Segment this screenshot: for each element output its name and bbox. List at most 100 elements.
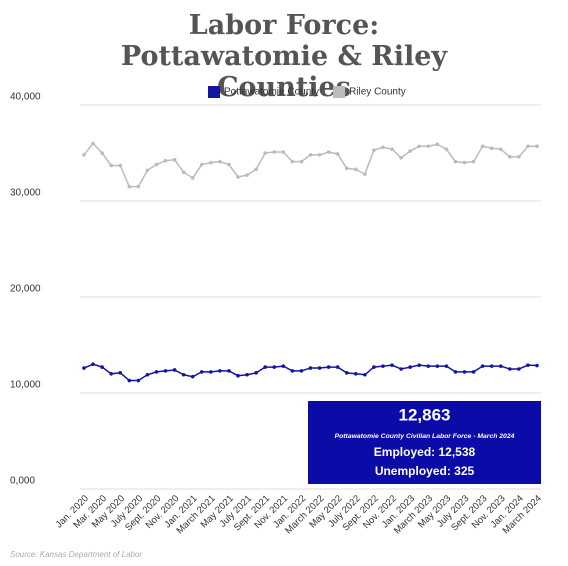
data-point <box>480 364 485 368</box>
data-point <box>154 162 159 167</box>
data-point <box>136 184 141 189</box>
data-point <box>109 372 113 376</box>
data-point <box>91 141 95 146</box>
data-point <box>526 363 530 367</box>
data-point <box>281 150 286 154</box>
legend-label: Riley County <box>349 87 406 98</box>
data-point <box>308 153 313 157</box>
y-tick-label: 10,000 <box>10 380 41 391</box>
data-point <box>408 365 412 369</box>
data-point <box>354 167 358 172</box>
data-point <box>363 172 367 176</box>
data-point <box>489 364 494 368</box>
data-point <box>453 159 458 164</box>
y-tick-label: 30,000 <box>10 188 41 199</box>
data-point <box>435 142 440 147</box>
data-point <box>480 144 485 149</box>
data-point <box>272 150 277 154</box>
y-tick-label: 20,000 <box>10 284 41 295</box>
data-point <box>471 370 476 374</box>
data-point <box>245 372 249 377</box>
annotation-employed: Employed: 12,538 <box>374 445 476 459</box>
data-point <box>218 159 222 164</box>
data-point <box>417 144 422 149</box>
data-point <box>381 145 385 150</box>
data-point <box>335 365 340 369</box>
data-point <box>462 370 467 374</box>
data-point <box>417 363 422 367</box>
y-tick-label: 0,000 <box>10 476 35 487</box>
data-point <box>426 144 431 149</box>
annotation-caption: Pottawatomie County Civilian Labor Force… <box>335 433 515 440</box>
data-point <box>254 371 258 375</box>
data-point <box>535 363 539 368</box>
data-point <box>118 371 123 375</box>
data-point <box>354 372 358 376</box>
data-point <box>263 151 268 155</box>
data-point <box>227 162 231 167</box>
legend-swatch <box>333 86 346 98</box>
data-point <box>82 153 86 157</box>
data-point <box>272 365 277 369</box>
data-point <box>435 364 440 368</box>
data-point <box>127 378 132 383</box>
data-point <box>209 370 213 374</box>
data-point <box>372 365 376 369</box>
data-point <box>508 367 512 371</box>
data-point <box>326 150 331 154</box>
data-point <box>199 370 204 374</box>
data-point <box>136 378 141 383</box>
data-point <box>535 144 539 149</box>
data-point <box>154 370 159 374</box>
data-point <box>299 159 304 164</box>
data-point <box>517 367 521 371</box>
data-point <box>508 155 512 159</box>
data-point <box>127 184 132 189</box>
data-point <box>236 175 240 179</box>
data-point <box>426 364 431 368</box>
data-point <box>498 147 503 151</box>
chart-title: Labor Force: Pottawatomie & Riley Counti… <box>120 10 448 103</box>
y-tick-label: 40,000 <box>10 92 41 103</box>
data-point <box>163 369 168 373</box>
data-point <box>399 367 403 371</box>
data-point <box>245 173 249 177</box>
data-point <box>290 369 295 373</box>
data-point <box>163 158 168 163</box>
data-point <box>489 146 494 150</box>
data-point <box>263 365 268 369</box>
series-line <box>83 142 537 188</box>
data-point <box>100 365 104 369</box>
annotation-value: 12,863 <box>399 405 451 424</box>
data-point <box>363 372 367 377</box>
data-point <box>471 159 476 164</box>
data-point <box>236 373 240 378</box>
data-point <box>190 374 195 379</box>
annotation-box <box>308 401 541 484</box>
data-point <box>100 151 104 155</box>
data-point <box>335 152 340 156</box>
data-point <box>190 176 195 180</box>
data-point <box>317 153 322 157</box>
data-point <box>199 162 204 167</box>
data-point <box>218 369 222 373</box>
source-note: Source: Kansas Department of Labor <box>10 550 143 559</box>
data-point <box>299 369 304 373</box>
data-point <box>444 147 449 151</box>
data-point <box>408 149 412 153</box>
legend-label: Pottawatomie County <box>224 87 319 98</box>
annotation-unemployed: Unemployed: 325 <box>375 464 475 478</box>
data-point <box>390 363 394 367</box>
data-point <box>372 148 376 152</box>
data-point <box>91 362 95 367</box>
data-point <box>390 147 394 151</box>
data-point <box>498 364 503 368</box>
data-point <box>281 364 286 368</box>
data-point <box>399 156 403 160</box>
data-point <box>181 170 186 174</box>
data-point <box>227 369 231 373</box>
data-point <box>172 157 177 162</box>
data-point <box>290 159 295 164</box>
